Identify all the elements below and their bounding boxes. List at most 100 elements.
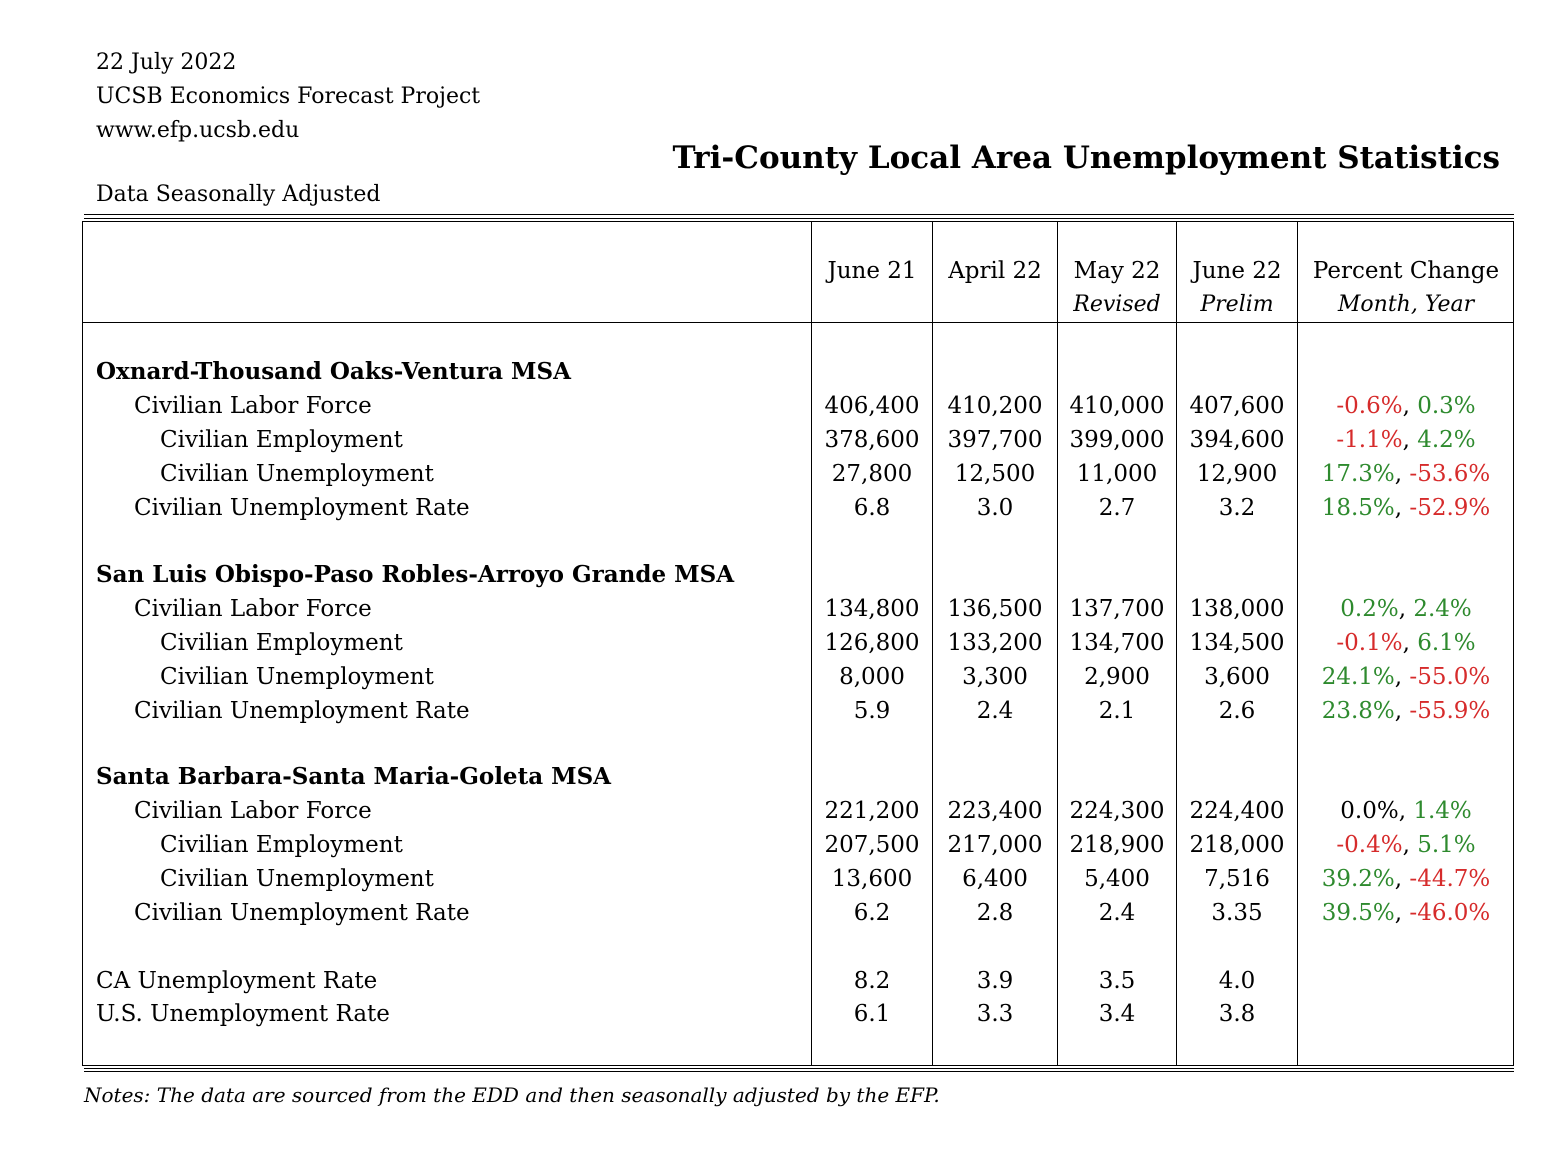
col-header-label: May 22 [1073,258,1161,284]
year-change: 0.3% [1417,393,1476,419]
year-change: -46.0% [1409,900,1491,926]
table-row: Civilian Unemployment Rate 6.8 3.0 2.7 3.2 18… [0,491,1558,525]
percent-change-cell: 18.5%, -52.9% [1298,491,1514,525]
cell-value: 224,300 [1069,798,1165,824]
cell-value: 378,600 [824,427,920,453]
col-divider [1057,221,1058,1066]
month-change: -1.1% [1336,427,1403,453]
cell-value: 8.2 [853,968,891,994]
cell-value: 2.6 [1218,698,1256,724]
percent-change-cell: 23.8%, -55.9% [1298,694,1514,728]
percent-change-cell: -0.1%, 6.1% [1298,626,1514,660]
col-header-label: Percent Change [1312,258,1500,284]
month-change: 39.5% [1321,900,1395,926]
col-header-label: June 22 [1192,258,1282,284]
row-label: U.S. Unemployment Rate [96,1001,390,1027]
row-label: CA Unemployment Rate [96,968,378,994]
col-header-june22: June 22 Prelim [1177,254,1297,322]
percent-change-cell: -0.4%, 5.1% [1298,828,1514,862]
cell-value: 134,800 [824,596,920,622]
table-row: Civilian Unemployment Rate 5.9 2.4 2.1 2.6 23… [0,694,1558,728]
cell-value: 6,400 [962,866,1028,892]
percent-change-cell: 0.2%, 2.4% [1298,592,1514,626]
cell-value: 138,000 [1189,596,1285,622]
cell-value: 5.9 [853,698,891,724]
table-row: Civilian Unemployment 8,000 3,300 2,900 3,60… [0,660,1558,694]
table-row: Santa Barbara-Santa Maria-Goleta MSA [0,760,1558,794]
separator: , [1394,866,1410,892]
cell-value: 8,000 [839,664,905,690]
cell-value: 218,000 [1189,832,1285,858]
cell-value: 27,800 [831,461,913,487]
cell-value: 2.4 [1098,900,1136,926]
year-change: -52.9% [1409,495,1491,521]
col-divider [1297,221,1298,1066]
report-meta: 22 July 2022 UCSB Economics Forecast Pro… [96,46,480,148]
cell-value: 3.35 [1211,900,1263,926]
cell-value: 7,516 [1204,866,1270,892]
cell-value: 12,900 [1196,461,1278,487]
row-label: Civilian Employment [160,630,403,656]
separator: , [1398,596,1414,622]
cell-value: 134,500 [1189,630,1285,656]
year-change: -44.7% [1409,866,1491,892]
percent-change-cell: 39.5%, -46.0% [1298,896,1514,930]
month-change: 24.1% [1321,664,1395,690]
cell-value: 136,500 [947,596,1043,622]
year-change: 6.1% [1417,630,1476,656]
row-label: Civilian Labor Force [134,393,372,419]
table-row: U.S. Unemployment Rate 6.1 3.3 3.4 3.8 [0,997,1558,1031]
table-frame [82,221,1514,1066]
cell-value: 2.1 [1098,698,1136,724]
year-change: 4.2% [1417,427,1476,453]
cell-value: 134,700 [1069,630,1165,656]
header-divider [82,322,1514,323]
cell-value: 218,900 [1069,832,1165,858]
cell-value: 137,700 [1069,596,1165,622]
separator: , [1402,832,1418,858]
page-title: Tri-County Local Area Unemployment Stati… [672,140,1500,176]
month-change: -0.6% [1336,393,1403,419]
row-label: Civilian Labor Force [134,798,372,824]
percent-change-cell: -0.6%, 0.3% [1298,389,1514,423]
cell-value: 3,600 [1204,664,1270,690]
cell-value: 2.8 [976,900,1014,926]
cell-value: 6.2 [853,900,891,926]
table-row: San Luis Obispo-Paso Robles-Arroyo Grand… [0,558,1558,592]
cell-value: 397,700 [947,427,1043,453]
col-divider [811,221,812,1066]
cell-value: 224,400 [1189,798,1285,824]
month-change: -0.1% [1336,630,1403,656]
cell-value: 217,000 [947,832,1043,858]
cell-value: 2.4 [976,698,1014,724]
row-label: Civilian Employment [160,832,403,858]
table-row: Civilian Unemployment 27,800 12,500 11,000 1… [0,457,1558,491]
percent-change-cell: 24.1%, -55.0% [1298,660,1514,694]
row-label: Civilian Unemployment [160,866,434,892]
separator: , [1394,461,1410,487]
cell-value: 223,400 [947,798,1043,824]
col-header-percent-change: Percent Change Month, Year [1298,254,1514,322]
cell-value: 207,500 [824,832,920,858]
cell-value: 2.7 [1098,495,1136,521]
separator: , [1394,664,1410,690]
table-row: Civilian Unemployment 13,600 6,400 5,400 7,5… [0,862,1558,896]
row-label: Civilian Labor Force [134,596,372,622]
report-date: 22 July 2022 [96,50,237,75]
col-header-june21: June 21 [812,254,932,288]
year-change: 1.4% [1413,798,1472,824]
top-rule-2 [84,218,1514,219]
cell-value: 406,400 [824,393,920,419]
table-row: Civilian Employment 378,600 397,700 399,000… [0,423,1558,457]
separator: , [1402,393,1418,419]
month-change: 39.2% [1321,866,1395,892]
month-change: 17.3% [1321,461,1395,487]
percent-change-cell: 0.0%, 1.4% [1298,794,1514,828]
cell-value: 399,000 [1069,427,1165,453]
col-header-may22: May 22 Revised [1058,254,1176,322]
cell-value: 221,200 [824,798,920,824]
cell-value: 3.8 [1218,1001,1256,1027]
row-label: Civilian Unemployment [160,461,434,487]
col-divider [932,221,933,1066]
table-row: Oxnard-Thousand Oaks-Ventura MSA [0,355,1558,389]
